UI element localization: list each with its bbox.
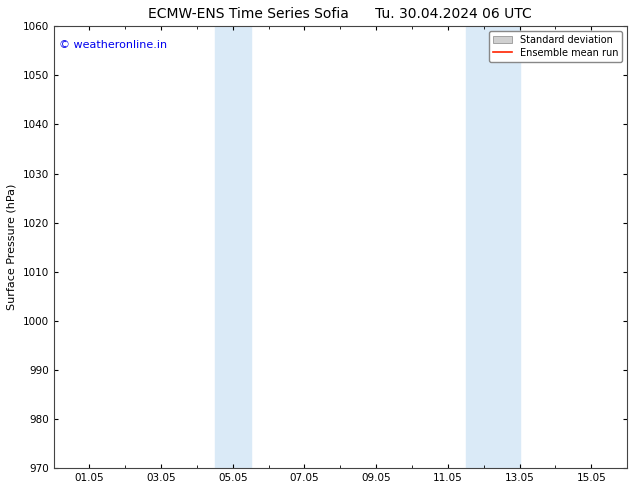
- Text: © weatheronline.in: © weatheronline.in: [60, 40, 167, 49]
- Y-axis label: Surface Pressure (hPa): Surface Pressure (hPa): [7, 184, 17, 311]
- Bar: [215, 26, 250, 468]
- Bar: [466, 26, 519, 468]
- Legend: Standard deviation, Ensemble mean run: Standard deviation, Ensemble mean run: [489, 31, 622, 62]
- Title: ECMW-ENS Time Series Sofia      Tu. 30.04.2024 06 UTC: ECMW-ENS Time Series Sofia Tu. 30.04.202…: [148, 7, 532, 21]
